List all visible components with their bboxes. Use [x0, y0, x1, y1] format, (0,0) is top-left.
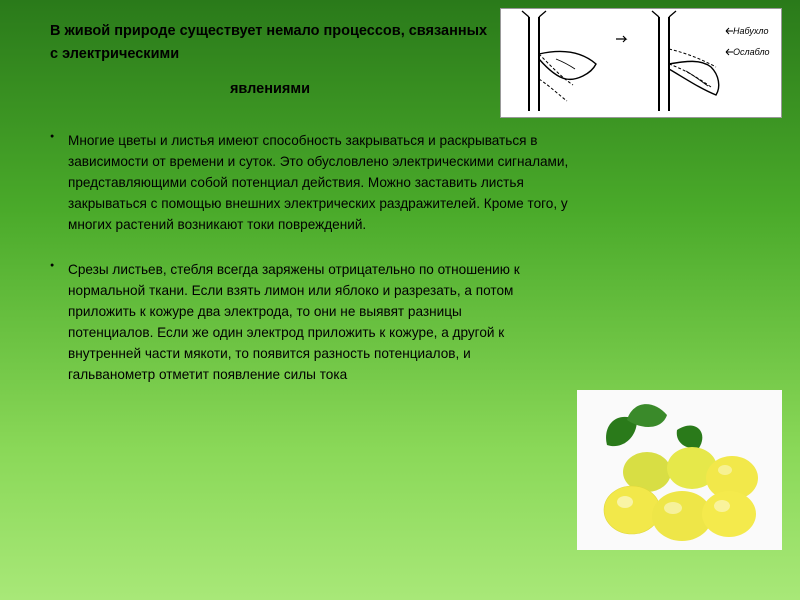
- bullet-list: Многие цветы и листья имеют способность …: [50, 130, 770, 386]
- leaf-diagram-svg: Набухло Ослабло: [501, 9, 783, 119]
- presentation-slide: В живой природе существует немало процес…: [0, 0, 800, 600]
- slide-title: В живой природе существует немало процес…: [50, 20, 490, 102]
- diagram-label-top: Набухло: [733, 26, 768, 36]
- leaf-diagram: Набухло Ослабло: [500, 8, 782, 118]
- lemon-image: [577, 390, 782, 550]
- bullet-text: Многие цветы и листья имеют способность …: [68, 133, 568, 232]
- title-line-1: В живой природе существует немало процес…: [50, 20, 490, 66]
- bullet-text: Срезы листьев, стебля всегда заряжены от…: [68, 262, 520, 382]
- lemon-image-svg: [577, 390, 782, 550]
- list-item: Многие цветы и листья имеют способность …: [50, 130, 580, 235]
- title-line-2: явлениями: [50, 78, 490, 101]
- list-item: Срезы листьев, стебля всегда заряжены от…: [50, 259, 530, 385]
- diagram-label-bottom: Ослабло: [733, 47, 770, 57]
